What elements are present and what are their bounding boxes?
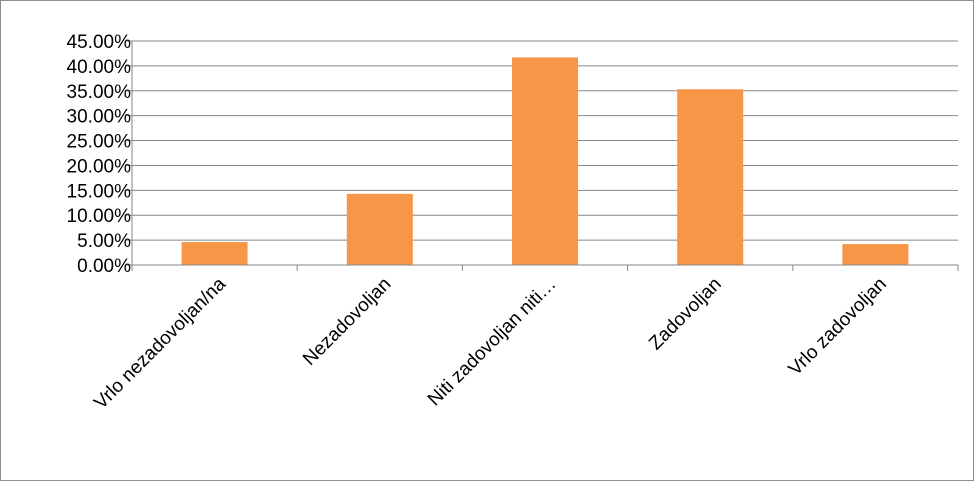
x-tick-label: Niti zadovoljan niti… xyxy=(424,274,561,411)
y-tick-label: 25.00% xyxy=(67,132,132,153)
y-tick-label: 5.00% xyxy=(77,231,131,252)
x-tick-labels: Vrlo nezadovoljan/na Nezadovoljan Niti zad… xyxy=(90,273,891,413)
y-tick-label: 30.00% xyxy=(67,107,132,128)
y-tick-label: 40.00% xyxy=(67,57,132,78)
y-tick-label: 0.00% xyxy=(77,256,131,277)
bar xyxy=(677,89,744,265)
x-tick-label: Nezadovoljan xyxy=(299,274,395,370)
x-tick-label: Zadovoljan xyxy=(645,274,726,355)
y-tick-label: 15.00% xyxy=(67,181,132,202)
bar xyxy=(346,193,413,265)
y-tick-label: 10.00% xyxy=(67,206,132,227)
y-tick-label: 20.00% xyxy=(67,156,132,177)
bar xyxy=(842,244,909,265)
x-tick-label: Vrlo nezadovoljan/na xyxy=(90,273,230,413)
bar xyxy=(181,242,248,265)
y-tick-label: 45.00% xyxy=(67,32,132,53)
y-tick-labels: 0.00% 5.00% 10.00% 15.00% 20.00% 25.00% 30.00%… xyxy=(67,32,132,277)
x-tick-label: Vrlo zadovoljan xyxy=(785,274,891,380)
bars xyxy=(181,57,909,265)
bar xyxy=(512,57,578,265)
axes xyxy=(126,40,959,271)
y-tick-label: 35.00% xyxy=(67,82,132,103)
